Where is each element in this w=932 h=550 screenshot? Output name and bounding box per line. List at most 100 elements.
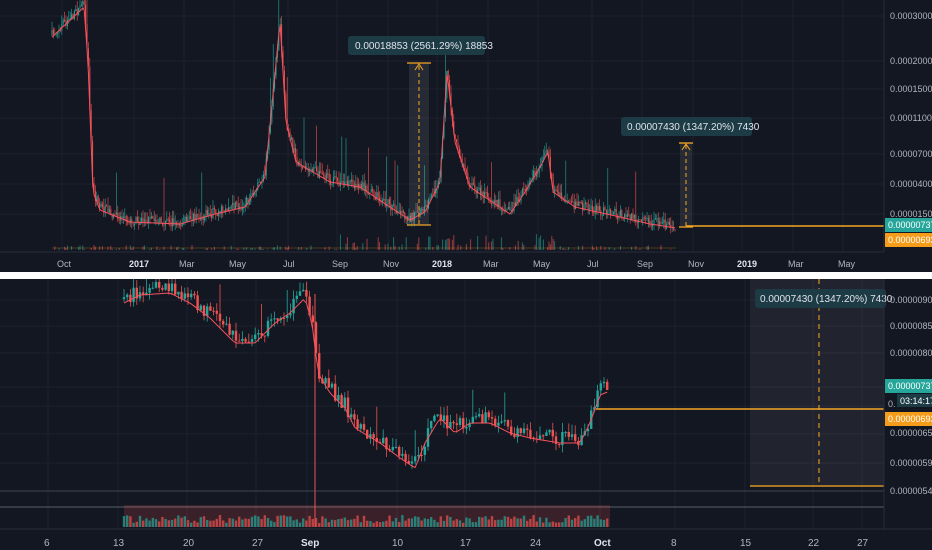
top-candle-body [528, 182, 530, 185]
bottom-candle-body [202, 305, 206, 316]
top-candle-body [472, 182, 474, 185]
top-volume-bar [267, 249, 269, 250]
top-x-tick: May [229, 259, 247, 269]
top-candle-body [195, 214, 197, 221]
bottom-volume-bar [327, 522, 330, 527]
top-candle-body [629, 214, 631, 220]
top-candle-body [631, 213, 633, 220]
bottom-volume-bar [430, 517, 433, 527]
top-candle-body [674, 229, 676, 231]
top-candle-body [178, 224, 180, 226]
top-candle-body [524, 189, 526, 191]
top-candle-body [198, 215, 200, 219]
top-volume-bar [491, 241, 493, 250]
bottom-candle-body [244, 338, 247, 342]
top-candle-body [647, 218, 649, 223]
top-candle-body [321, 172, 323, 175]
top-candle-body [269, 122, 271, 133]
top-candle-body [559, 192, 561, 197]
top-candle-body [97, 196, 99, 204]
top-volume-bar [258, 246, 260, 250]
bottom-volume-bar [180, 517, 183, 527]
top-candle-body [556, 190, 558, 192]
top-volume-bar [597, 249, 599, 250]
top-candle-body [181, 222, 183, 227]
top-candle-body [652, 224, 654, 227]
top-x-tick: Jul [587, 259, 599, 269]
bottom-candle-body [558, 443, 561, 446]
bottom-annotation[interactable]: 0.00007430 (1347.20%) 7430 [755, 289, 893, 308]
bottom-volume-bar [372, 522, 375, 527]
top-candle-body [234, 202, 236, 210]
top-measure-arrow-2 [681, 143, 691, 151]
top-volume-bar [593, 247, 595, 250]
top-candle-body [374, 197, 376, 200]
bottom-x-tick: 27 [252, 538, 264, 549]
top-candle-body [607, 210, 609, 214]
bottom-candle-body [212, 310, 215, 312]
bottom-candle-body [183, 293, 186, 299]
top-candle-body [568, 200, 570, 202]
top-candle-body [139, 222, 141, 225]
top-volume-bar [563, 249, 565, 250]
top-candle-body [457, 142, 459, 149]
top-x-tick: 2017 [129, 259, 149, 269]
top-candle-body [626, 214, 628, 217]
bottom-x-axis[interactable]: 6 13 20 27 Sep 10 17 24 Oct 8 15 22 27 [0, 528, 932, 549]
bottom-volume-bar [247, 518, 250, 527]
top-candle-body [474, 184, 476, 191]
bottom-volume-bar [279, 515, 282, 527]
top-volume-bar [251, 247, 253, 250]
top-chart-svg[interactable]: 0.00018853 (2561.29%) 18853 0.00007430 (… [0, 0, 932, 272]
top-candle-body [352, 179, 354, 185]
bottom-candle-body [602, 381, 606, 384]
top-candle-body [346, 181, 348, 186]
bottom-candle-body [350, 414, 353, 418]
top-candle-body [58, 29, 60, 33]
top-candle-body [292, 137, 294, 152]
top-candle-body [664, 219, 666, 229]
bottom-candle-body [430, 421, 433, 429]
top-candle-body [668, 221, 670, 225]
bottom-candle-body [231, 330, 234, 335]
top-chart-pane[interactable]: 0.00018853 (2561.29%) 18853 0.00007430 (… [0, 0, 932, 272]
bottom-volume-bar [314, 518, 318, 527]
top-candle-body [575, 201, 577, 210]
pane-separator[interactable] [0, 272, 932, 279]
bottom-volume-bar [167, 520, 170, 527]
top-volume-bar [437, 245, 439, 250]
top-candle-body [548, 150, 550, 157]
top-candle-body [211, 214, 213, 218]
bottom-candle-body [375, 437, 378, 442]
top-volume-bar [353, 242, 355, 250]
top-annotation-2[interactable]: 0.00007430 (1347.20%) 7430 [621, 117, 760, 136]
top-candle-body [316, 167, 318, 172]
bottom-candle-body [458, 418, 462, 425]
top-candle-body [320, 170, 322, 173]
bottom-volume-bar [388, 515, 391, 527]
top-candle-body [73, 10, 75, 20]
top-candle-body [323, 174, 325, 176]
top-annotation-1[interactable]: 0.00018853 (2561.29%) 18853 [348, 36, 493, 55]
top-candle-body [241, 208, 243, 210]
top-candle-body [506, 209, 508, 211]
bottom-volume-bar [263, 515, 266, 527]
bottom-volume-bar [337, 519, 340, 527]
top-candle-body [491, 203, 493, 205]
top-x-axis[interactable]: Oct 2017 Mar May Jul Sep Nov 2018 Mar Ma… [0, 251, 884, 269]
top-volume-bar [379, 242, 381, 250]
top-candle-body [370, 189, 372, 193]
top-candle-body [429, 197, 431, 200]
top-volume-bar [206, 248, 208, 250]
top-volume-bar [285, 246, 287, 250]
top-candle-body [335, 176, 337, 178]
bottom-candle-body [359, 424, 362, 429]
top-candle-body [377, 192, 379, 198]
bottom-candle-body [302, 289, 305, 292]
bottom-candle-body [548, 429, 551, 433]
top-candle-body [332, 177, 334, 184]
